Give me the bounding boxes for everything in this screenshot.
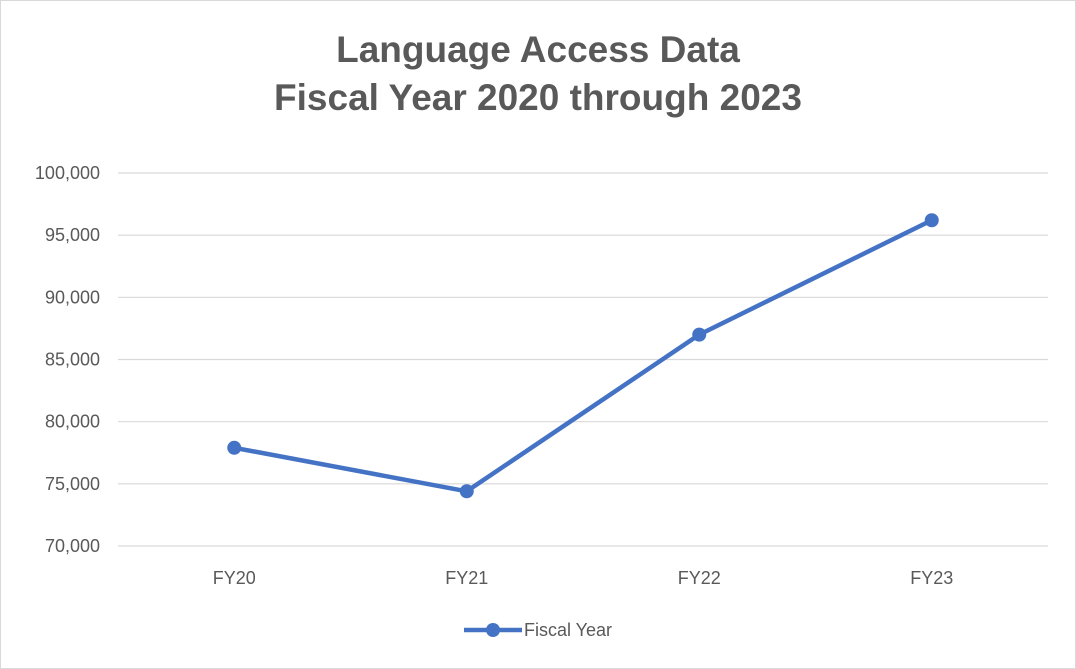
x-tick-label: FY20 <box>213 568 256 588</box>
chart-title: Language Access Data Fiscal Year 2020 th… <box>0 26 1076 122</box>
chart-title-line-1: Language Access Data <box>336 29 740 70</box>
x-tick-label: FY22 <box>678 568 721 588</box>
legend: Fiscal Year <box>0 616 1076 644</box>
data-point <box>924 213 939 228</box>
y-axis-tick-labels: 70,000 75,000 80,000 85,000 90,000 95,000 100,… <box>35 163 100 556</box>
y-tick-label: 90,000 <box>45 287 100 307</box>
y-tick-label: 80,000 <box>45 412 100 432</box>
data-point <box>459 484 474 499</box>
data-point <box>227 440 242 455</box>
x-tick-label: FY23 <box>910 568 953 588</box>
legend-label: Fiscal Year <box>523 619 613 640</box>
series-fiscal-year <box>227 213 939 499</box>
chart-title-line-2: Fiscal Year 2020 through 2023 <box>274 77 802 118</box>
x-tick-label: FY21 <box>445 568 488 588</box>
y-tick-label: 70,000 <box>45 536 100 556</box>
series-line <box>232 217 934 494</box>
data-point <box>692 327 707 342</box>
y-tick-label: 100,000 <box>35 163 100 183</box>
y-tick-label: 85,000 <box>45 350 100 370</box>
x-axis-tick-labels: FY20 FY21 FY22 FY23 <box>213 568 954 588</box>
gridlines <box>118 172 1048 547</box>
legend-line-marker-icon <box>463 623 522 637</box>
y-tick-label: 95,000 <box>45 225 100 245</box>
legend-item-fiscal-year: Fiscal Year <box>463 619 613 641</box>
y-tick-label: 75,000 <box>45 474 100 494</box>
